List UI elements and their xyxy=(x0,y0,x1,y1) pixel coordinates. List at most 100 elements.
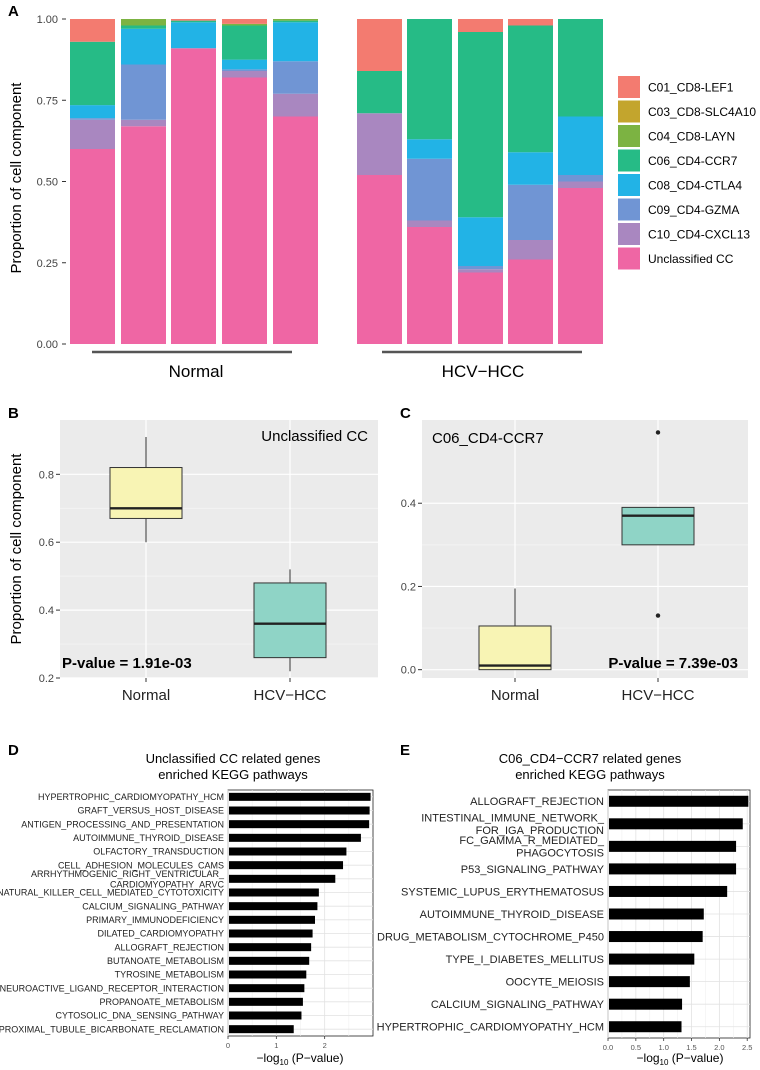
panel-a-group-labels: Normal HCV−HCC xyxy=(92,350,582,381)
panel-c-outlier-point xyxy=(655,613,661,618)
panel-e-bar-systemic-lupus-erythematosus xyxy=(609,885,728,897)
panel-c-x-tick-label: HCV−HCC xyxy=(622,687,695,704)
panel-d-pathway-label: OLFACTORY_TRANSDUCTION xyxy=(93,847,224,857)
panel-e-x-tick-label: 1.5 xyxy=(686,1043,696,1052)
panel-e-x-tick-label: 2.5 xyxy=(742,1043,752,1052)
panel-a-bar-4-segment-c01-cd8-lef1 xyxy=(222,19,267,24)
panel-a-legend-label-c03-cd8-slc4a10: C03_CD8-SLC4A10 xyxy=(648,105,756,119)
panel-a-bar-8-segment-unclassified-cc xyxy=(458,272,503,344)
panel-e-bar-fc-gamma-r-mediated xyxy=(609,840,737,852)
panel-a-bar-10-segment-c08-cd4-ctla4 xyxy=(558,116,603,175)
panel-e-pathway-labels: ALLOGRAFT_REJECTION INTESTINAL_IMMUNE_NET… xyxy=(377,796,605,1033)
panel-a-bar-2-segment-c06-cd4-ccr7 xyxy=(121,25,166,29)
panel-a-bar-7-segment-c09-cd4-gzma xyxy=(407,158,452,221)
panel-a-bar-5-segment-c08-cd4-ctla4 xyxy=(273,22,318,62)
panel-a-bar-6-segment-c06-cd4-ccr7 xyxy=(357,71,402,114)
panel-a-bar-5-segment-c04-cd8-layn xyxy=(273,19,318,21)
panel-e-pathway-label: TYPE_I_DIABETES_MELLITUS xyxy=(446,954,604,966)
panel-e-pathway-label: DRUG_METABOLISM_CYTOCHROME_P450 xyxy=(377,932,604,944)
panel-e-pathway-label: AUTOIMMUNE_THYROID_DISEASE xyxy=(420,909,604,921)
panel-d-pathway-label: TYROSINE_METABOLISM xyxy=(115,970,224,980)
panel-d-bar-natural-killer-cell-mediated-cytotoxicity xyxy=(229,888,319,897)
panel-e-x-ticks: 0.0 0.5 1.0 1.5 2.0 2.5 xyxy=(603,1038,752,1052)
panel-c-boxplot: 0.0 0.2 0.4 Normal HCV−HCC C06_CD4-CCR7 P-va… xyxy=(401,420,748,704)
panel-c-axis-ticks: 0.0 0.2 0.4 Normal HCV−HCC xyxy=(401,498,695,704)
panel-a-legend-label-c01-cd8-lef1: C01_CD8-LEF1 xyxy=(648,81,734,95)
panel-d-bar-calcium-signaling-pathway xyxy=(229,902,318,911)
panel-d-bar-antigen-processing-and-presentation xyxy=(229,820,370,829)
panel-d-bar-allograft-rejection xyxy=(229,943,312,952)
panel-d-pathway-label: NATURAL_KILLER_CELL_MEDIATED_CYTOTOXICIT… xyxy=(0,888,224,898)
panel-d-x-tick-label: 1 xyxy=(274,1041,278,1050)
panel-c-boxes xyxy=(478,430,695,671)
panel-a-legend-swatch-c09-cd4-gzma xyxy=(618,198,640,221)
panel-a-bar-9-segment-c01-cd8-lef1 xyxy=(508,19,553,26)
panel-d-pathway-label: GRAFT_VERSUS_HOST_DISEASE xyxy=(77,806,224,816)
panel-a-bar-5-segment-c10-cd4-cxcl13 xyxy=(273,93,318,117)
panel-b-title: Unclassified CC xyxy=(261,428,368,445)
panel-d-bar-dilated-cardiomyopathy xyxy=(229,929,313,938)
panel-a-legend-swatch-c08-cd4-ctla4 xyxy=(618,174,640,196)
panel-d-bar-arrhythmogenic-right-ventricular xyxy=(229,874,336,883)
panel-a-legend-label-c09-cd4-gzma: C09_CD4-GZMA xyxy=(648,203,739,217)
panel-e-bar-calcium-signaling-pathway xyxy=(609,998,683,1010)
panel-d-title-line-2: enriched KEGG pathways xyxy=(158,767,308,782)
panel-c-y-tick-label: 0.4 xyxy=(401,498,416,510)
panel-a-legend-label-c06-cd4-ccr7: C06_CD4-CCR7 xyxy=(648,154,738,168)
panel-d-x-tick-label: 2 xyxy=(323,1041,327,1050)
panel-a-bar-1-segment-c08-cd4-ctla4 xyxy=(70,105,115,119)
panel-d-x-axis-title: −log10 (P−value) xyxy=(257,1051,344,1067)
panel-e-bar-drug-metabolism-cytochrome-p450 xyxy=(609,931,703,943)
panel-b-y-tick-label: 0.8 xyxy=(39,469,54,481)
panel-e-bar-intestinal-immune-network xyxy=(609,818,743,830)
panel-e-pathway-label: ALLOGRAFT_REJECTION xyxy=(470,796,604,808)
panel-b-y-tick-label: 0.4 xyxy=(39,605,54,617)
panel-e-x-axis-title: −log10 (P−value) xyxy=(637,1051,724,1067)
panel-d-bar-olfactory-transduction xyxy=(229,847,347,856)
panel-b-box-normal xyxy=(109,467,183,519)
panel-b-boxplot: 0.2 0.4 0.6 0.8 Normal HCV−HCC Unclassified C… xyxy=(8,420,378,704)
panel-e-pathway-label: PHAGOCYTOSIS xyxy=(516,848,604,860)
panel-e-pathway-label: CALCIUM_SIGNALING_PATHWAY xyxy=(431,999,605,1011)
panel-d-pathway-label: CELL_ADHESION_MOLECULES_CAMS xyxy=(58,860,224,870)
panel-a-bar-8-segment-c09-cd4-gzma xyxy=(458,266,503,270)
panel-a-bar-4-segment-c04-cd8-layn xyxy=(222,23,267,26)
panel-a-bar-9-segment-c06-cd4-ccr7 xyxy=(508,25,553,153)
panel-d-pathway-label: DILATED_CARDIOMYOPATHY xyxy=(97,929,224,939)
panel-a-y-tick-label: 0.00 xyxy=(37,339,58,351)
panel-a-bar-6-segment-c10-cd4-cxcl13 xyxy=(357,113,402,175)
panel-d-pathway-label: ARRHYTHMOGENIC_RIGHT_VENTRICULAR_ xyxy=(31,869,225,879)
panel-a-legend-label-c08-cd4-ctla4: C08_CD4-CTLA4 xyxy=(648,179,742,193)
panel-e-bars xyxy=(609,795,749,1033)
panel-d-pathway-label: ALLOGRAFT_REJECTION xyxy=(114,942,224,952)
panel-d-bar-hypertrophic-cardiomyopathy-hcm xyxy=(229,792,371,801)
panel-d-kegg-bar-chart: Unclassified CC related genes enriched K… xyxy=(0,751,374,1067)
panel-d-pathway-label: AUTOIMMUNE_THYROID_DISEASE xyxy=(73,833,224,843)
panel-a-y-axis-title: Proportion of cell component xyxy=(8,82,25,274)
panel-a-legend-label-unclassified-cc: Unclassified CC xyxy=(648,252,734,266)
panel-d-pathway-label: PROPANOATE_METABOLISM xyxy=(99,997,224,1007)
panel-a-bar-1-segment-c09-cd4-gzma xyxy=(70,118,115,120)
panel-label-d: D xyxy=(8,742,19,759)
panel-b-plot-background xyxy=(60,420,378,678)
panel-e-bar-oocyte-meiosis xyxy=(609,976,690,988)
panel-a-bar-1-segment-c01-cd8-lef1 xyxy=(70,19,115,42)
panel-a-bar-4-segment-c06-cd4-ccr7 xyxy=(222,25,267,60)
panel-d-pathway-label: ANTIGEN_PROCESSING_AND_PRESENTATION xyxy=(21,819,224,829)
panel-e-x-tick-label: 1.0 xyxy=(658,1043,668,1052)
panel-d-pathway-label: CALCIUM_SIGNALING_PATHWAY xyxy=(82,901,224,911)
panel-a-legend-swatch-unclassified-cc xyxy=(618,247,640,270)
panel-a-bar-9-segment-c10-cd4-cxcl13 xyxy=(508,240,553,260)
panel-a-bar-7-segment-unclassified-cc xyxy=(407,227,452,344)
panel-b-y-axis-title: Proportion of cell component xyxy=(8,453,25,645)
panel-d-pathway-label: CYTOSOLIC_DNA_SENSING_PATHWAY xyxy=(55,1011,224,1021)
panel-b-y-tick-label: 0.2 xyxy=(39,673,54,685)
panel-a-bar-10-segment-c10-cd4-cxcl13 xyxy=(558,181,603,188)
panel-a-bar-2-segment-c04-cd8-layn xyxy=(121,19,166,26)
panel-e-kegg-bar-chart: C06_CD4−CCR7 related genes enriched KEGG… xyxy=(377,751,753,1067)
panel-b-y-tick-label: 0.6 xyxy=(39,537,54,549)
panel-label-e: E xyxy=(400,742,410,759)
panel-c-y-tick-label: 0.2 xyxy=(401,581,416,593)
panel-a-bar-4-segment-c08-cd4-ctla4 xyxy=(222,59,267,70)
